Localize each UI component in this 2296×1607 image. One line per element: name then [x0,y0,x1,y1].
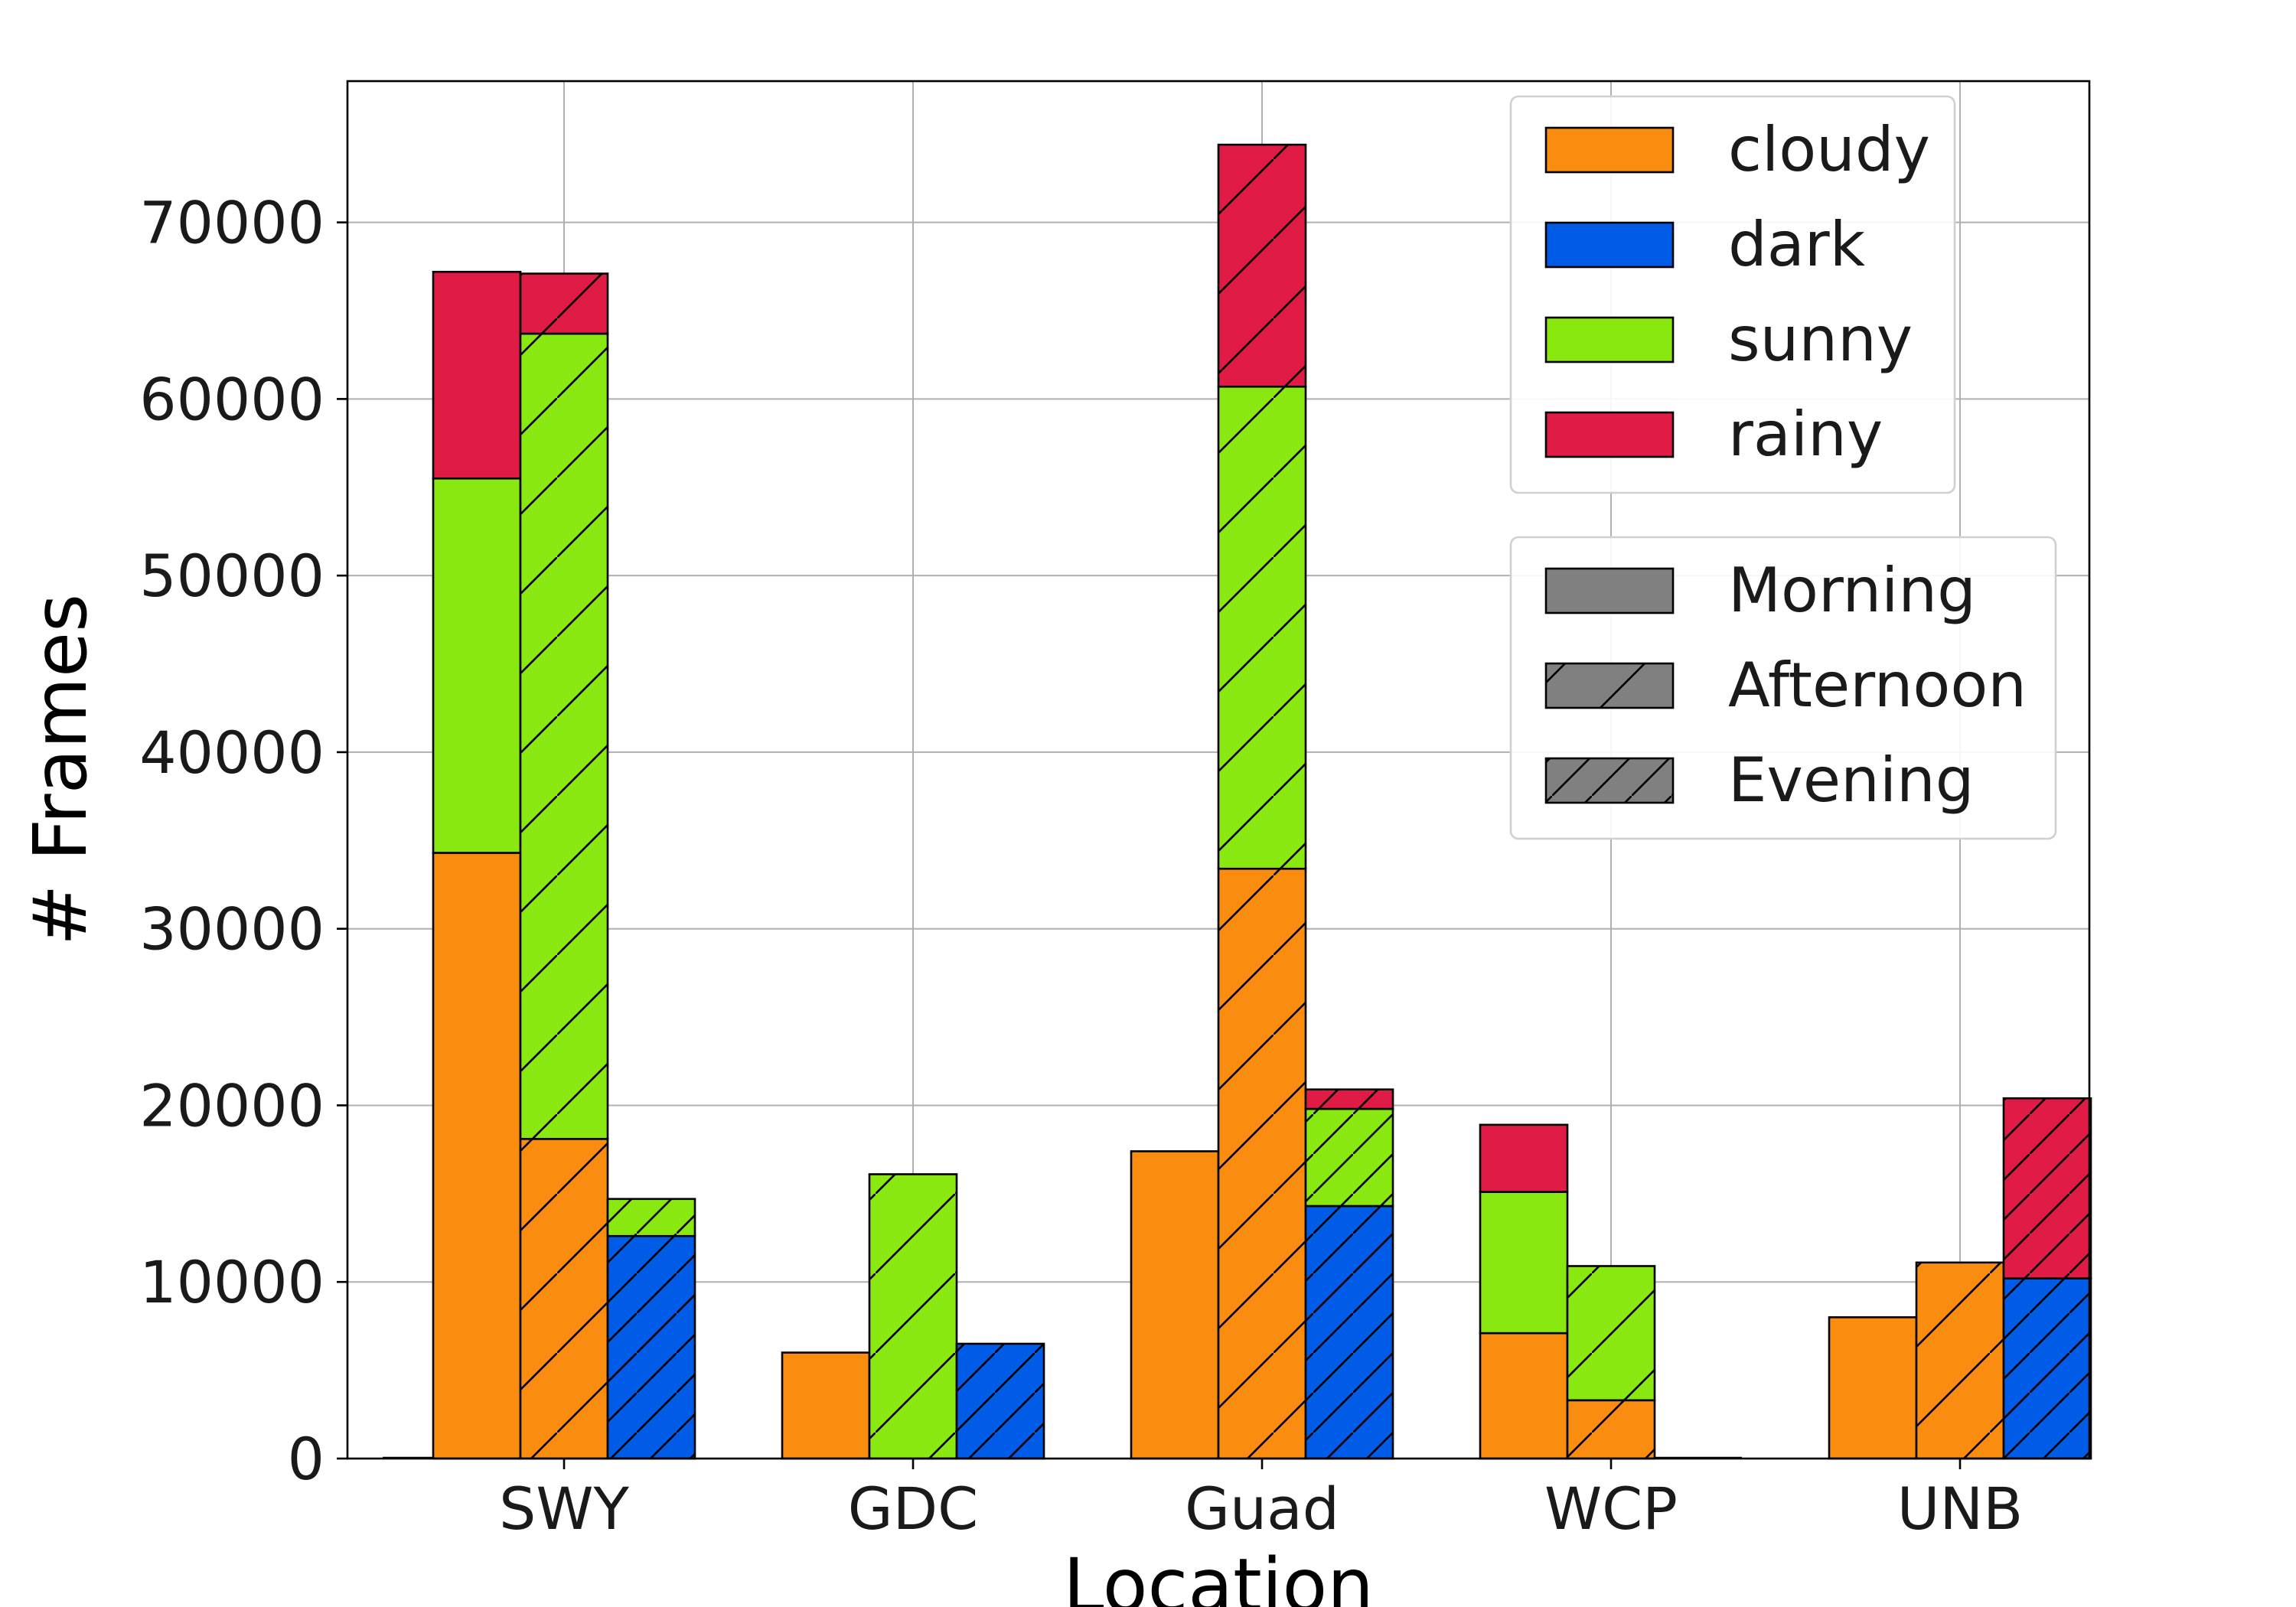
legend-label-sunny: sunny [1728,304,1913,375]
y-tick-label: 0 [288,1425,325,1493]
bar-swy-afternoon-rainy-hatch [520,273,608,334]
bar-guad-evening-dark-hatch [1306,1206,1393,1459]
bar-unb-evening-rainy-hatch [2004,1098,2091,1279]
x-axis-title: Location [1063,1543,1374,1607]
bar-swy-morning-rainy [432,270,522,480]
bar-wcp-morning-cloudy [1479,1332,1569,1460]
bar-swy-afternoon-cloudy-hatch [520,1139,608,1459]
bar-swy-evening-sunny-hatch [608,1198,695,1237]
bar-guad-evening-sunny-hatch [1306,1109,1393,1206]
bar-gdc-morning-cloudy [781,1351,871,1460]
bar-guad-morning-cloudy [1130,1150,1220,1460]
bar-swy-morning-cloudy [432,852,522,1460]
axis-ticks: 0 10000 20000 30000 40000 50000 60000 70000 SWY G… [139,189,2023,1543]
bar-swy-afternoon-sunny-hatch [520,334,608,1139]
y-tick-label: 40000 [139,719,325,787]
legend-weather-conditions: cloudy dark sunny rainy [1509,95,1956,494]
bar-swy-evening-dark-hatch [608,1236,695,1459]
legend-label-evening: Evening [1728,745,1975,816]
legend-label-cloudy: cloudy [1728,114,1930,185]
legend-swatch-morning [1544,567,1675,614]
bar-wcp-morning-sunny [1479,1191,1569,1335]
bar-swy-morning-sunny [432,477,522,854]
bar-guad-afternoon-rainy-hatch [1218,145,1306,387]
legend-label-morning: Morning [1728,555,1976,626]
legend-swatch-rainy [1544,411,1675,458]
legend-frame [1509,95,1956,494]
legend-label-dark: dark [1728,209,1866,280]
legend-swatch-sunny [1544,316,1675,363]
bar-unb-morning-cloudy [1828,1316,1918,1460]
bar-guad-afternoon-sunny-hatch [1218,386,1306,869]
bar-wcp-afternoon-cloudy-hatch [1567,1400,1655,1459]
y-axis-title: # Frames [18,594,103,946]
x-tick-label: UNB [1897,1475,2024,1543]
x-tick-label: WCP [1544,1475,1678,1543]
bar-unb-evening-dark-hatch [2004,1278,2091,1459]
x-tick-label: Guad [1185,1475,1339,1543]
bar-gdc-afternoon-sunny-hatch [869,1174,957,1459]
bar-unb-afternoon-cloudy-hatch [1916,1262,2004,1459]
bar-guad-afternoon-cloudy-hatch [1218,869,1306,1459]
y-tick-label: 70000 [139,189,325,257]
bars [383,143,2092,1460]
bar-guad-evening-rainy-hatch [1306,1089,1393,1110]
x-tick-label: GDC [848,1475,978,1543]
bar-wcp-afternoon-sunny-hatch [1567,1266,1655,1400]
legend-swatch-hatch-evening [1546,758,1673,803]
plot-area-frame [346,80,2091,1460]
legend-label-afternoon: Afternoon [1728,650,2027,721]
bar-gdc-evening-dark-hatch [957,1344,1044,1459]
legend-label-rainy: rainy [1728,399,1883,470]
legend-swatch-dark [1544,221,1675,269]
x-tick-label: SWY [499,1475,629,1543]
y-tick-label: 10000 [139,1248,325,1316]
y-tick-label: 50000 [139,542,325,610]
bar-wcp-morning-rainy [1479,1123,1569,1193]
y-tick-label: 30000 [139,895,325,963]
y-tick-label: 60000 [139,365,325,433]
y-tick-label: 20000 [139,1071,325,1139]
legend-swatch-cloudy [1544,126,1675,174]
legend-swatch-hatch-afternoon [1546,663,1673,708]
legend-time-of-day: Morning Afternoon Evening [1509,536,2057,840]
